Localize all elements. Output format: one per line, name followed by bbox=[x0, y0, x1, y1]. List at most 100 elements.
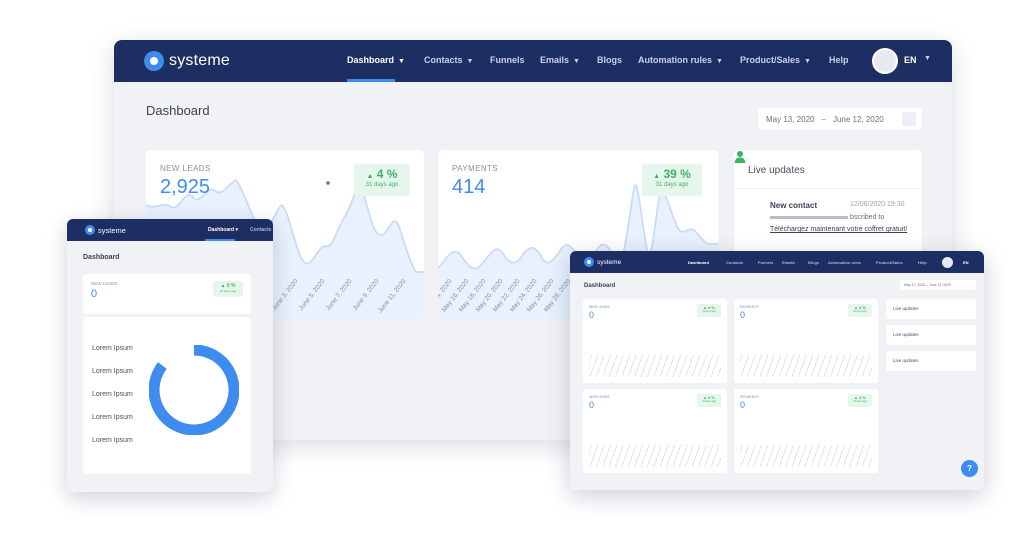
card-value: 0 bbox=[740, 310, 746, 320]
date-range-picker[interactable]: May 17, 2020 – June 11, 2020 bbox=[900, 280, 976, 290]
nav-item-automation-rules[interactable]: Automation rules ▼ bbox=[638, 55, 723, 65]
date-separator: – bbox=[821, 114, 826, 124]
calendar-icon[interactable] bbox=[902, 112, 916, 126]
brand-logo[interactable]: systeme bbox=[144, 50, 230, 72]
date-range-picker[interactable]: May 13, 2020 – June 12, 2020 bbox=[758, 108, 922, 130]
nav-item-dashboard[interactable]: Dashboard bbox=[688, 260, 709, 265]
change-badge: ▲ 0 % 31 days ago bbox=[697, 394, 721, 407]
leads-line bbox=[146, 178, 424, 273]
nav-item-funnels[interactable]: Funnels bbox=[758, 260, 774, 265]
brand-logo[interactable]: systeme bbox=[584, 257, 621, 267]
nav-label: Dashboard bbox=[347, 55, 395, 65]
card-label: NEW LEADS bbox=[589, 395, 610, 399]
nav-label: Help bbox=[829, 55, 849, 65]
arrow-up-icon: ▲ bbox=[220, 283, 226, 289]
nav-label: Dashboard bbox=[208, 227, 235, 233]
brand-name: systeme bbox=[98, 225, 126, 235]
nav-item-automation-rules[interactable]: Automation rules bbox=[828, 260, 861, 265]
language-selector[interactable]: EN bbox=[963, 260, 969, 265]
nav-item-funnels[interactable]: Funnels bbox=[490, 55, 525, 65]
live-updates-panel: Live updates bbox=[886, 351, 976, 371]
nav-item-dashboard[interactable]: Dashboard ▼ bbox=[347, 55, 405, 65]
divider bbox=[734, 188, 922, 189]
change-note: 31 days ago bbox=[853, 400, 867, 403]
live-event-link[interactable]: Téléchargez maintenant votre coffret gra… bbox=[770, 226, 908, 233]
legend-item: Lorem Ipsum bbox=[92, 345, 133, 352]
card-label: NEW LEADS bbox=[160, 164, 211, 173]
change-text: 0 % bbox=[859, 395, 866, 400]
date-end: June 12, 2020 bbox=[832, 114, 884, 124]
axis-tick-labels bbox=[589, 355, 721, 377]
chevron-down-icon: ▼ bbox=[398, 58, 405, 65]
legend-item: Lorem Ipsum bbox=[92, 414, 133, 421]
contact-person-icon bbox=[734, 151, 746, 163]
date-start: May 13, 2020 bbox=[766, 114, 815, 124]
nav-item-dashboard[interactable]: Dashboard ▾ bbox=[208, 227, 238, 233]
nav-label: Emails bbox=[540, 55, 570, 65]
chevron-down-icon: ▼ bbox=[573, 58, 580, 65]
arrow-up-icon: ▲ bbox=[854, 305, 858, 310]
live-event-suffix: bscribed to bbox=[850, 214, 885, 221]
page-title: Dashboard bbox=[146, 103, 210, 118]
live-updates-panel: Live updates bbox=[886, 325, 976, 345]
card-value: 0 bbox=[91, 288, 98, 300]
nav-item-contacts[interactable]: Contacts ▼ bbox=[424, 55, 473, 65]
live-event-title: New contact bbox=[770, 201, 818, 210]
systeme-logo-icon bbox=[144, 51, 164, 71]
change-note: 31 days ago bbox=[219, 289, 237, 293]
chevron-down-icon: ▼ bbox=[466, 58, 474, 65]
donut-chart bbox=[149, 345, 239, 435]
nav-label: Contacts bbox=[250, 227, 272, 233]
card-value: 0 bbox=[589, 310, 595, 320]
active-tab-indicator bbox=[205, 239, 235, 241]
language-selector[interactable]: EN bbox=[904, 55, 917, 65]
card-label: PAYMENTS bbox=[740, 305, 759, 309]
card-label: PAYMENTS bbox=[740, 395, 759, 399]
help-button[interactable]: ? bbox=[961, 460, 978, 477]
change-text: 4 % bbox=[376, 167, 398, 181]
redacted-email bbox=[770, 215, 848, 219]
nav-item-blogs[interactable]: Blogs bbox=[597, 55, 622, 65]
nav-item-product-sales[interactable]: Product/Sales ▼ bbox=[740, 55, 811, 65]
change-badge: ▲ 0 % 31 days ago bbox=[213, 281, 243, 297]
arrow-up-icon: ▲ bbox=[703, 305, 707, 310]
card-label: NEW LEADS bbox=[91, 281, 118, 286]
nav-label: Automation rules bbox=[638, 55, 713, 65]
arrow-up-icon: ▲ bbox=[703, 395, 707, 400]
axis-tick-labels bbox=[589, 445, 721, 467]
legend-item: Lorem Ipsum bbox=[92, 391, 133, 398]
user-avatar[interactable] bbox=[942, 257, 953, 268]
change-note: 31 days ago bbox=[365, 182, 399, 188]
change-text: 0 % bbox=[859, 305, 866, 310]
x-axis-tick-label: June 11, 2020 bbox=[376, 278, 408, 315]
tablet-navbar: systeme Dashboard ▾ Contacts bbox=[67, 219, 273, 241]
change-note: 31 days ago bbox=[655, 182, 689, 188]
axis-tick-labels bbox=[740, 445, 872, 467]
nav-item-product-sales[interactable]: Product/Sales bbox=[876, 260, 903, 265]
leads-point-marker bbox=[326, 181, 330, 185]
chevron-down-icon: ▾ bbox=[235, 227, 239, 233]
nav-item-contacts[interactable]: Contacts bbox=[726, 260, 744, 265]
user-avatar[interactable] bbox=[872, 48, 898, 74]
nav-item-help[interactable]: Help bbox=[918, 260, 927, 265]
payments-line bbox=[438, 184, 718, 270]
chevron-down-icon: ▼ bbox=[716, 58, 723, 65]
change-badge: ▲ 0 % 31 days ago bbox=[848, 394, 872, 407]
nav-item-help[interactable]: Help bbox=[829, 55, 849, 65]
nav-item-contacts[interactable]: Contacts bbox=[250, 227, 271, 233]
brand-logo[interactable]: systeme bbox=[85, 225, 126, 235]
change-text: 0 % bbox=[708, 305, 715, 310]
systeme-logo-icon bbox=[85, 225, 95, 235]
top-navbar: systeme Dashboard ▼ Contacts ▼ Funnels Ema… bbox=[114, 40, 952, 82]
change-badge: ▲ 0 % 31 days ago bbox=[697, 304, 721, 317]
legend-item: Lorem Ipsum bbox=[92, 368, 133, 375]
axis-tick-labels bbox=[740, 355, 872, 377]
nav-item-emails[interactable]: Emails bbox=[782, 260, 795, 265]
page-title: Dashboard bbox=[584, 283, 616, 289]
change-badge: ▲ 39 % 31 days ago bbox=[642, 164, 702, 196]
new-leads-card: NEW LEADS 0 ▲ 0 % 31 days ago bbox=[83, 274, 251, 314]
nav-item-emails[interactable]: Emails ▼ bbox=[540, 55, 580, 65]
nav-label: Contacts bbox=[424, 55, 463, 65]
nav-item-blogs[interactable]: Blogs bbox=[808, 260, 820, 265]
